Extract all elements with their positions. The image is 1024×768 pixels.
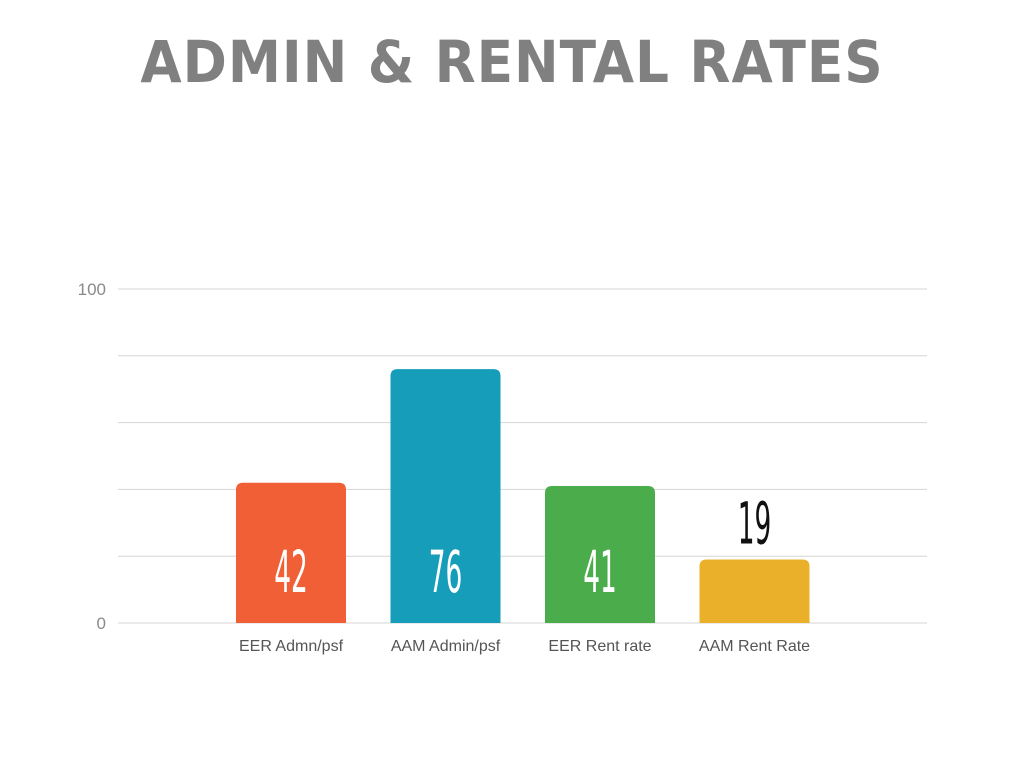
bar-value-label: 76 [429,538,463,606]
y-tick-label: 0 [97,614,106,633]
y-axis-ticks: 0 100 [78,280,106,633]
bar-value-label: 19 [738,490,772,558]
y-tick-label: 100 [78,280,106,299]
category-labels: EER Admn/psf AAM Admin/psf EER Rent rate AA… [239,638,810,655]
category-label: AAM Rent Rate [699,638,810,655]
category-label: EER Rent rate [548,638,651,655]
bar-value-label: 41 [583,538,617,606]
bar [545,486,655,623]
bar [699,559,810,623]
bar-value-label: 42 [274,538,308,606]
bars: 42 76 41 19 [236,369,810,623]
category-label: EER Admn/psf [239,638,344,655]
bar [390,369,501,623]
bar [236,482,346,623]
chart-title: ADMIN & RENTAL RATES [140,28,884,96]
category-label: AAM Admin/psf [391,638,501,655]
